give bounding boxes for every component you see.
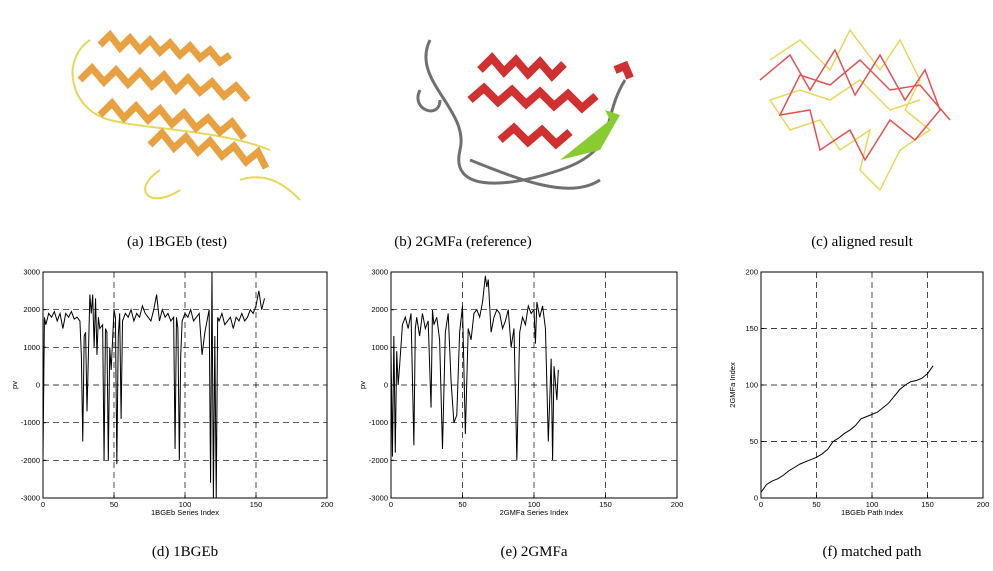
y-tick-label: -3000	[21, 494, 40, 503]
y-tick-label: 0	[754, 494, 758, 503]
x-tick-label: 0	[41, 500, 45, 509]
x-axis-label: 1BGEb Series Index	[151, 508, 219, 517]
image-caption: (b) 2GMFa (reference)	[394, 234, 531, 250]
y-tick-label: 0	[36, 381, 40, 390]
plot-frame	[760, 271, 984, 499]
y-axis-label: 2GMFa Index	[728, 362, 737, 408]
x-tick-label: 0	[389, 500, 393, 509]
y-tick-label: 3000	[371, 268, 388, 277]
x-tick-label: 50	[110, 500, 118, 509]
chart-caption: (f) matched path	[822, 544, 922, 560]
x-tick-label: 200	[977, 500, 990, 509]
x-tick-label: 100	[528, 500, 541, 509]
protein-image-a	[71, 29, 301, 201]
image-caption: (a) 1BGEb (test)	[127, 234, 227, 250]
y-tick-label: -3000	[369, 494, 388, 503]
y-tick-label: 2000	[371, 305, 388, 314]
y-axis-label: pv	[358, 381, 367, 389]
x-tick-label: 50	[458, 500, 466, 509]
y-tick-label: -1000	[369, 418, 388, 427]
x-axis-label: 2GMFa Series Index	[500, 508, 569, 517]
y-tick-label: 1000	[371, 343, 388, 352]
y-tick-label: 100	[745, 381, 758, 390]
x-tick-label: 50	[812, 500, 820, 509]
x-tick-label: 100	[179, 500, 192, 509]
y-tick-label: 1000	[23, 343, 40, 352]
x-tick-label: 100	[866, 500, 879, 509]
x-tick-label: 200	[321, 500, 334, 509]
y-tick-label: 3000	[23, 268, 40, 277]
chart-caption: (e) 2GMFa	[500, 544, 567, 560]
x-tick-label: 200	[671, 500, 684, 509]
x-axis-label: 1BGEb Path Index	[841, 508, 903, 517]
data-line	[42, 271, 266, 499]
plot-frame	[42, 271, 328, 499]
x-tick-label: 150	[599, 500, 612, 509]
y-tick-label: 50	[750, 437, 758, 446]
y-tick-label: 200	[745, 268, 758, 277]
data-line	[390, 275, 559, 461]
y-tick-label: -2000	[369, 456, 388, 465]
y-tick-label: 2000	[23, 305, 40, 314]
x-tick-label: 150	[250, 500, 263, 509]
x-tick-label: 150	[921, 500, 934, 509]
image-caption: (c) aligned result	[811, 234, 913, 250]
y-tick-label: 0	[384, 381, 388, 390]
x-tick-label: 0	[759, 500, 763, 509]
y-tick-label: -1000	[21, 418, 40, 427]
y-axis-label: pv	[10, 381, 19, 389]
chart-caption: (d) 1BGEb	[152, 544, 218, 560]
protein-image-b	[416, 39, 634, 190]
data-line	[760, 365, 934, 493]
y-tick-label: -2000	[21, 456, 40, 465]
protein-image-c	[759, 28, 951, 192]
y-tick-label: 150	[745, 324, 758, 333]
